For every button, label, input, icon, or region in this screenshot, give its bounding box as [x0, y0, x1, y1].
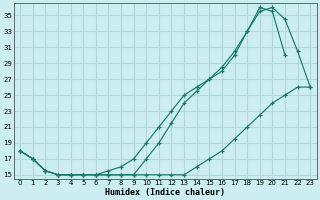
X-axis label: Humidex (Indice chaleur): Humidex (Indice chaleur): [105, 188, 225, 197]
